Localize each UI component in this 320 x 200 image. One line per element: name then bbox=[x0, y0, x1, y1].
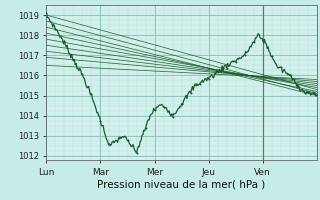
X-axis label: Pression niveau de la mer( hPa ): Pression niveau de la mer( hPa ) bbox=[98, 179, 266, 189]
